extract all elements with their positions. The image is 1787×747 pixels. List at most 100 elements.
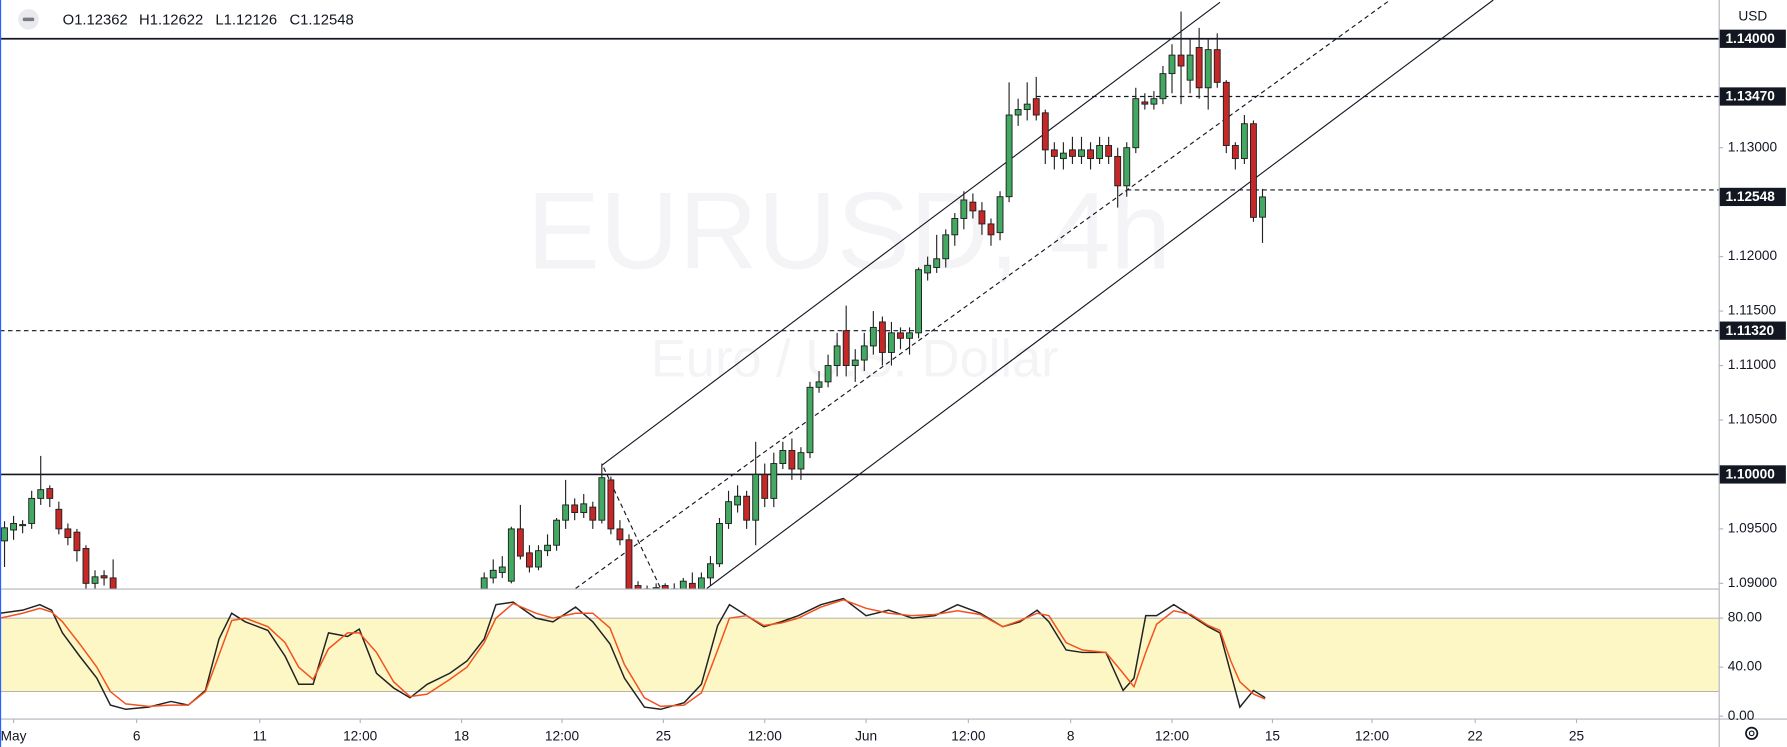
x-tick-label: 12:00: [1155, 728, 1190, 743]
candle-body: [924, 264, 932, 274]
candle-body: [707, 563, 714, 579]
candle-body: [869, 326, 877, 347]
candle-body: [1231, 145, 1239, 160]
osc-tick-label: 0.00: [1728, 708, 1755, 723]
candle-body: [91, 576, 99, 584]
candle-body: [1, 527, 8, 542]
price-box: [1719, 29, 1786, 48]
y-tick-label: 1.12000: [1728, 248, 1778, 263]
ohlc-value: O1.12362: [63, 12, 128, 28]
candle-body: [942, 234, 950, 260]
price-box: [1719, 321, 1786, 340]
candle-body: [1014, 109, 1022, 116]
candle-body: [480, 577, 488, 589]
x-tick-label: 12:00: [1355, 728, 1390, 743]
candle-body: [544, 544, 551, 552]
candle-body: [64, 528, 72, 539]
candle-body: [734, 495, 742, 506]
ohlc-value: C1.12548: [289, 12, 353, 28]
x-tick-label: 12:00: [343, 728, 378, 743]
candle-body: [1005, 114, 1013, 198]
candle-body: [1069, 149, 1076, 157]
candle-body: [1159, 73, 1167, 100]
candle-body: [1222, 81, 1230, 146]
x-tick-label: 25: [656, 728, 672, 743]
candle-body: [960, 199, 968, 219]
candle-body: [761, 473, 769, 499]
watermark-title: EURUSD, 4h: [527, 170, 1171, 292]
candle-body: [788, 450, 796, 470]
candle-body: [797, 452, 805, 470]
candle-body: [1195, 47, 1203, 89]
candle-body: [1114, 155, 1122, 187]
candle-body: [1213, 49, 1221, 83]
candle-body: [679, 580, 687, 589]
candle-body: [1087, 149, 1094, 160]
x-tick-label: 12:00: [951, 728, 986, 743]
candle-body: [10, 522, 17, 531]
candle-body: [37, 489, 45, 499]
axis-labels: USD 1.09000 1.09500 1.10500 1.11000 1.11500 1…: [1, 9, 1786, 743]
x-tick-label: 8: [1067, 728, 1075, 743]
candle-body: [571, 504, 579, 514]
oscillator-band: [0, 618, 1719, 692]
candle-body: [770, 463, 778, 499]
oscillator-line: [0, 597, 1266, 711]
candle-body: [516, 528, 524, 557]
candle-body: [688, 582, 696, 589]
candle-body: [806, 386, 814, 454]
candle-body: [716, 522, 723, 565]
candle-body: [851, 359, 859, 366]
x-tick-label: 6: [133, 728, 141, 743]
candle-body: [19, 524, 27, 527]
candle-body: [1105, 145, 1113, 157]
candle-body: [589, 506, 597, 521]
candle-body: [73, 531, 81, 552]
candle-body: [1259, 196, 1266, 218]
candle-body: [625, 539, 633, 589]
x-tick-label: 25: [1569, 728, 1585, 743]
candle-body: [634, 585, 642, 589]
candle-body: [28, 497, 36, 524]
price-box-label: 1.14000: [1725, 31, 1775, 46]
osc-tick-label: 40.00: [1728, 659, 1763, 674]
candle-body: [82, 548, 90, 584]
gear-ring: [1745, 726, 1759, 740]
candle-body: [598, 477, 606, 521]
price-box-label: 1.13470: [1725, 89, 1775, 104]
candle-body: [906, 332, 913, 339]
price-pane: [0, 0, 1719, 589]
candle-body: [1059, 152, 1067, 160]
price-box-label: 1.11320: [1725, 323, 1774, 338]
x-tick-label: 15: [1265, 728, 1281, 743]
price-box-label: 1.10000: [1725, 467, 1775, 482]
x-tick-label: May: [1, 728, 27, 743]
candle-body: [607, 479, 615, 530]
candle-body: [1204, 49, 1212, 89]
candle-body: [951, 218, 959, 236]
candle-body: [535, 550, 542, 568]
toggle-icon-bar: [22, 17, 35, 22]
x-tick-label: 11: [253, 728, 267, 743]
x-tick-label: Jun: [855, 728, 877, 743]
candle-body: [996, 196, 1004, 234]
candle-body: [1041, 112, 1049, 151]
oscillator-line: [0, 598, 1266, 708]
price-box: [1719, 187, 1786, 207]
y-tick-label: 1.09000: [1728, 575, 1778, 590]
watermark: EURUSD, 4h Euro / U.S. Dollar: [527, 170, 1171, 388]
candle-body: [860, 345, 868, 361]
settings-icon[interactable]: [1745, 726, 1759, 740]
candle-body: [109, 577, 117, 589]
oscillator-pane: [0, 597, 1719, 711]
candle-body: [779, 450, 787, 465]
candle-body: [752, 473, 760, 521]
candle-body: [1023, 103, 1031, 111]
candle-body: [725, 501, 732, 524]
y-tick-label: 1.11000: [1728, 357, 1777, 372]
candle-body: [489, 569, 497, 579]
ohlc-value: L1.12126: [215, 12, 277, 28]
currency-label: USD: [1738, 9, 1767, 24]
